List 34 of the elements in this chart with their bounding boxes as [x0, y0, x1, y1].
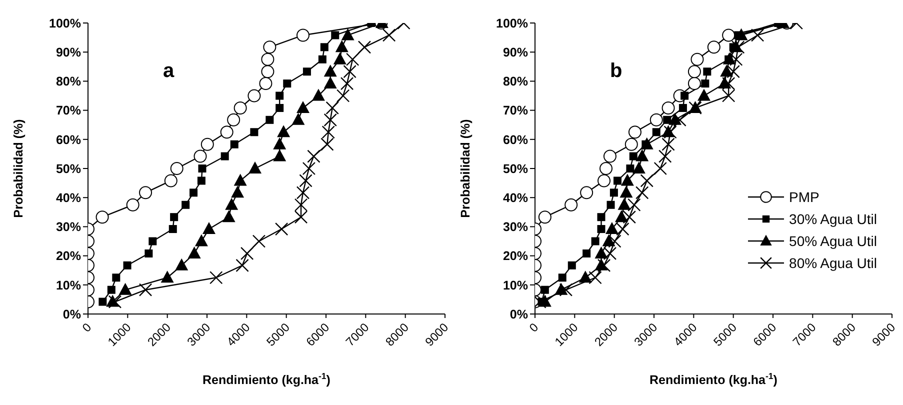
y-tick-label: 100%	[496, 16, 528, 30]
y-tick-label: 70%	[56, 104, 81, 118]
text: a	[163, 60, 174, 83]
y-tick-label: 60%	[502, 132, 528, 147]
x-tick-label: 0	[526, 320, 542, 335]
y-tick-label: 80%	[56, 74, 81, 89]
y-tick-label: 40%	[502, 191, 528, 206]
y-tick-label: 20%	[56, 249, 81, 264]
y-tick-label: 60%	[56, 132, 81, 147]
legend-label: 80% Agua Util	[789, 254, 877, 273]
x-axis-title: Rendimiento (kg.ha$^{-1}$)	[202, 371, 330, 387]
x-axis-title: Rendimiento (kg.ha$^{-1}$)	[650, 371, 778, 387]
text: b	[610, 60, 622, 83]
y-tick-label: 80%	[502, 74, 528, 89]
y-tick-label: 100%	[49, 16, 81, 30]
legend-label: PMP	[789, 188, 820, 207]
x-tick-label: 0	[79, 320, 94, 335]
y-tick-label: 10%	[56, 278, 81, 292]
y-tick-label: 90%	[502, 46, 528, 60]
y-axis-title: Probabilidad (%)	[11, 119, 26, 218]
y-tick-label: 10%	[502, 278, 528, 292]
y-tick-label: 20%	[502, 249, 528, 264]
y-tick-label: 40%	[56, 191, 81, 206]
y-tick-label: 50%	[56, 162, 81, 176]
y-axis-title: Probabilidad (%)	[458, 119, 472, 218]
y-tick-label: 30%	[502, 220, 528, 234]
y-tick-label: 0%	[510, 307, 528, 322]
y-tick-label: 0%	[62, 307, 81, 322]
legend-label: 30% Agua Util	[789, 210, 877, 229]
legend-label: 50% Agua Util	[789, 232, 877, 251]
y-tick-label: 30%	[56, 220, 81, 234]
y-tick-label: 90%	[56, 46, 81, 60]
y-tick-label: 50%	[502, 162, 528, 176]
y-tick-label: 70%	[502, 104, 528, 118]
